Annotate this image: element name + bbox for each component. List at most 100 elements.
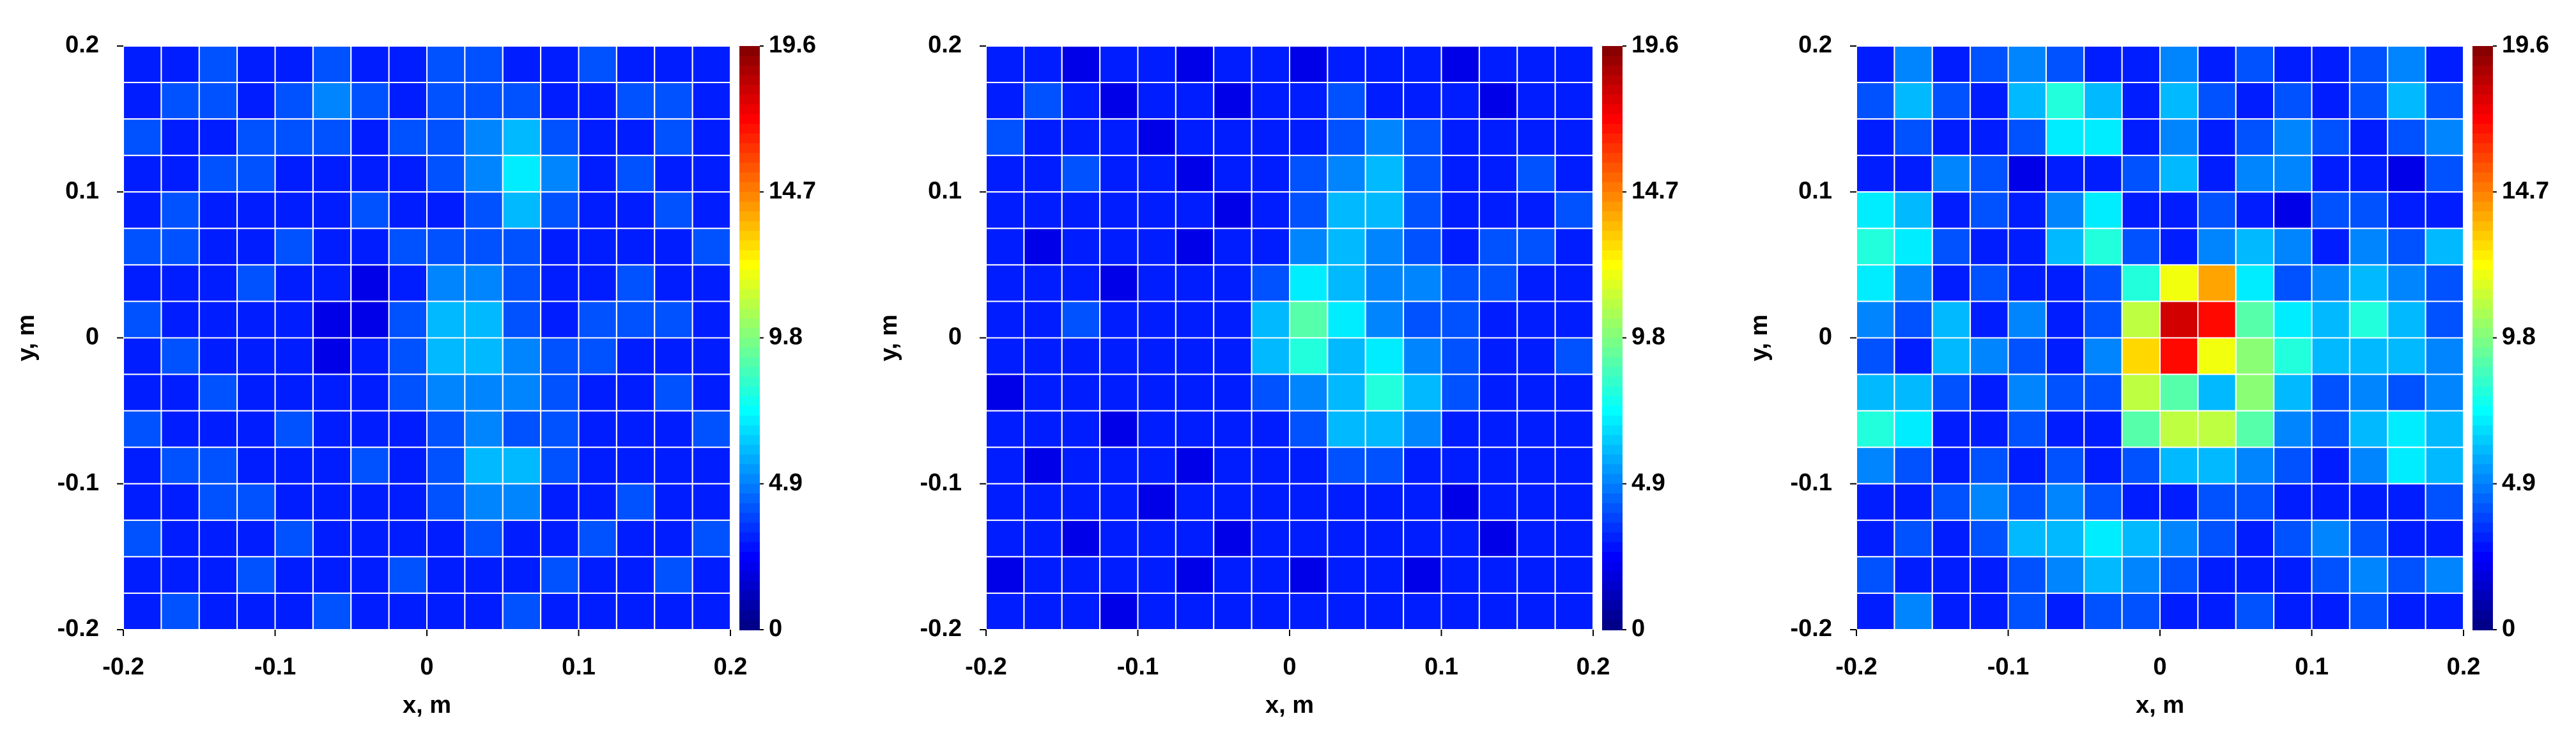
heat-cell [1440, 483, 1480, 521]
heat-cell [2348, 373, 2389, 412]
heat-cell [502, 592, 542, 630]
heat-cell [1137, 337, 1176, 375]
heat-cell [2311, 410, 2350, 448]
heat-cell [1516, 300, 1556, 339]
heat-cell [1364, 373, 1405, 412]
heat-cell [123, 228, 162, 266]
heat-cell [1364, 446, 1405, 485]
heat-cell [540, 228, 580, 266]
heat-cell [274, 155, 314, 193]
heat-cell [1893, 45, 1933, 84]
heat-cell [426, 556, 466, 594]
heat-cell [1023, 155, 1063, 193]
heat-cell [388, 118, 428, 157]
heat-cell [1403, 228, 1442, 266]
heat-cell [578, 118, 617, 157]
heat-cell [1364, 118, 1405, 157]
heat-cell [2007, 228, 2047, 266]
heat-cell [502, 155, 542, 193]
heat-cell [1327, 118, 1366, 157]
heat-cell [502, 82, 542, 120]
heat-cell [2311, 264, 2350, 302]
heat-cell [578, 191, 617, 229]
heat-cell [1137, 483, 1176, 521]
heat-cell [1403, 45, 1442, 84]
heat-cell [1061, 191, 1101, 229]
heat-cell [2387, 118, 2426, 157]
heat-cell [1061, 519, 1101, 557]
heat-cell [2311, 592, 2350, 630]
heat-cell [540, 264, 580, 302]
heat-cell [1403, 300, 1442, 339]
heat-cell [502, 373, 542, 412]
heat-cell [1213, 483, 1253, 521]
heat-cell [123, 519, 162, 557]
heat-cell [2197, 446, 2237, 485]
colorbar-strip [2472, 172, 2493, 183]
heat-cell [426, 300, 466, 339]
heat-cell [1893, 483, 1933, 521]
heat-cell [1061, 446, 1101, 485]
heat-cell [1137, 191, 1176, 229]
heat-cell [1931, 191, 1971, 229]
heat-cell [1931, 519, 1971, 557]
heat-cell [1931, 592, 1971, 630]
heat-cell [2348, 519, 2389, 557]
heat-cell [312, 82, 352, 120]
heat-cell [2348, 556, 2389, 594]
heat-cell [1289, 228, 1329, 266]
colorbar-strip [2472, 123, 2493, 134]
heat-cell [1403, 82, 1442, 120]
heat-cell [1289, 410, 1329, 448]
y-tick-label: 0.2 [1798, 31, 1832, 58]
heat-cell [2007, 483, 2047, 521]
colorbar-strip [739, 260, 760, 270]
heat-cell [464, 337, 504, 375]
heat-cell [1061, 337, 1101, 375]
colorbar-strip [2472, 328, 2493, 339]
heat-cell [2273, 45, 2313, 84]
heat-cell [123, 373, 162, 412]
colorbar-strip [2472, 464, 2493, 475]
heat-cell [1516, 556, 1556, 594]
colorbar-strip [739, 328, 760, 339]
y-tick-label: 0.2 [928, 31, 962, 58]
colorbar-strip [2472, 221, 2493, 232]
heat-cell [1516, 191, 1556, 229]
heat-cell [350, 410, 390, 448]
colorbar-strip [739, 172, 760, 183]
colorbar-strip [1602, 347, 1623, 358]
colorbar-strip [739, 464, 760, 475]
heat-cell [654, 82, 693, 120]
heat-cell [1364, 410, 1405, 448]
x-axis-label: x, m [1265, 692, 1314, 719]
heat-cell [2197, 410, 2237, 448]
heat-cell [236, 592, 276, 630]
colorbar-strip [739, 483, 760, 494]
heat-cell [1893, 300, 1933, 339]
heat-cell [2083, 300, 2123, 339]
colorbar-strip [1602, 338, 1623, 348]
colorbar-strip [739, 610, 760, 621]
heat-cell [1099, 373, 1139, 412]
heat-cell [1251, 556, 1290, 594]
heat-cell [123, 483, 162, 521]
heat-cell [198, 45, 238, 84]
heat-cell [2007, 300, 2047, 339]
heat-cell [2083, 228, 2123, 266]
colorbar-strip [1602, 542, 1623, 553]
heat-cell [236, 228, 276, 266]
heat-cell [236, 337, 276, 375]
heat-cell [1364, 155, 1405, 193]
heat-cell [1251, 483, 1290, 521]
heat-cell [654, 373, 693, 412]
heat-cell [1023, 82, 1063, 120]
colorbar-strip [739, 56, 760, 66]
heat-cell [160, 228, 200, 266]
heat-cell [1099, 228, 1139, 266]
colorbar-strip [1602, 435, 1623, 446]
heat-cell [388, 373, 428, 412]
colorbar-tick-label: 0 [2502, 615, 2515, 642]
heat-cell [2235, 410, 2275, 448]
heat-cell [274, 82, 314, 120]
